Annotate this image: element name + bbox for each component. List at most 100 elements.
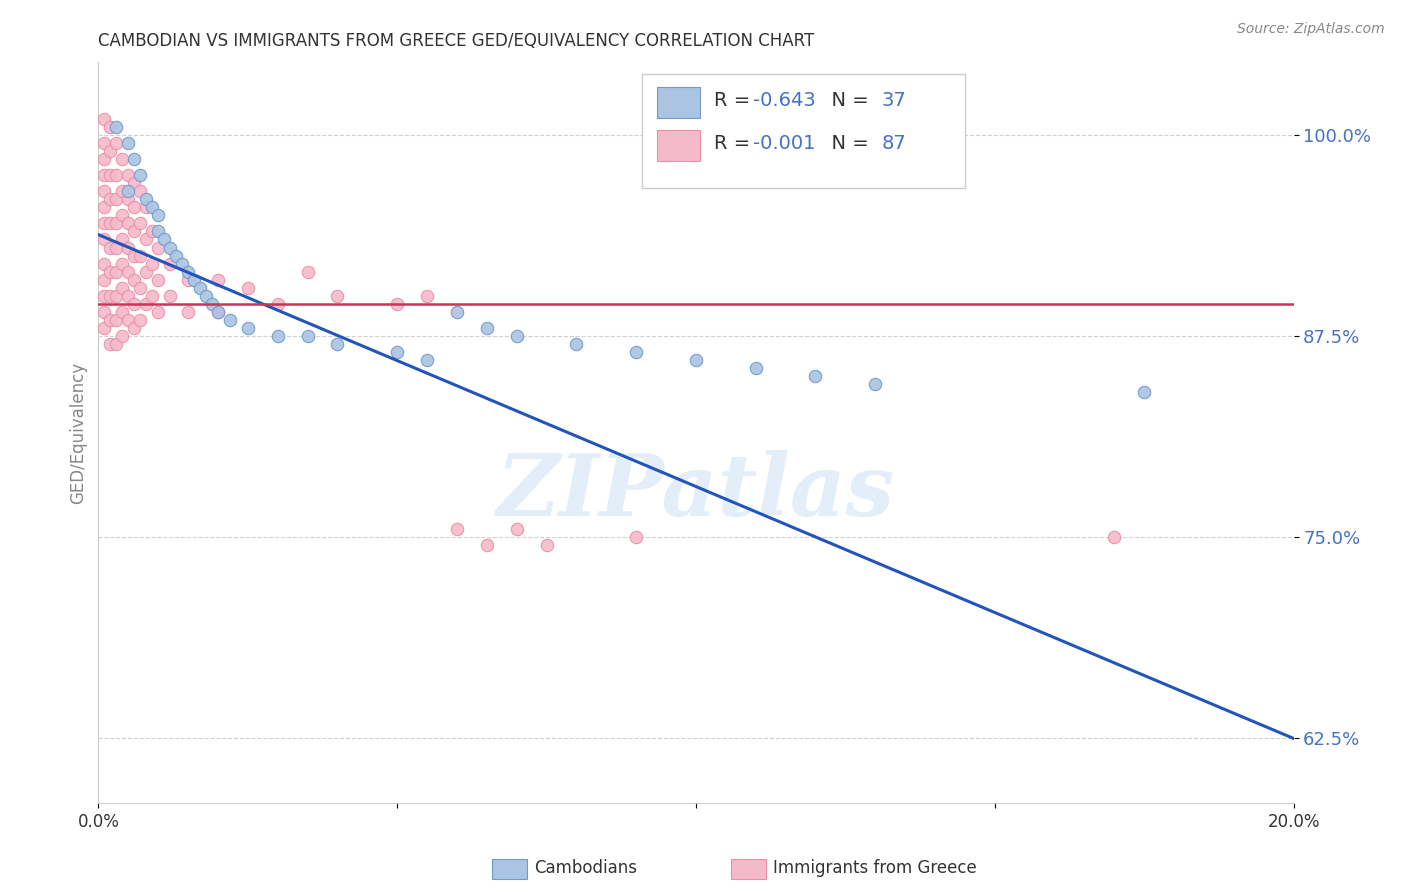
Point bbox=[148, 224, 170, 238]
Point bbox=[148, 305, 170, 319]
Point bbox=[93, 216, 115, 230]
Point bbox=[745, 361, 768, 376]
Point bbox=[135, 192, 157, 206]
Point bbox=[183, 273, 205, 287]
Point bbox=[93, 184, 115, 198]
Point bbox=[105, 136, 128, 150]
Text: N =: N = bbox=[820, 92, 875, 111]
Point bbox=[98, 240, 122, 254]
Point bbox=[135, 232, 157, 246]
Point bbox=[98, 192, 122, 206]
Point bbox=[135, 297, 157, 311]
Point bbox=[141, 257, 163, 271]
Text: N =: N = bbox=[820, 135, 875, 153]
Point bbox=[93, 305, 115, 319]
Point bbox=[117, 168, 139, 182]
Point bbox=[105, 168, 128, 182]
Point bbox=[148, 240, 170, 254]
Point bbox=[177, 305, 200, 319]
Point bbox=[506, 522, 529, 536]
Point bbox=[188, 281, 211, 295]
Point bbox=[416, 289, 439, 303]
Point bbox=[129, 313, 152, 327]
Point bbox=[148, 208, 170, 222]
Point bbox=[385, 297, 409, 311]
Point bbox=[267, 329, 290, 343]
Point bbox=[506, 329, 529, 343]
Point bbox=[129, 281, 152, 295]
Point bbox=[117, 289, 139, 303]
Text: R =: R = bbox=[714, 135, 756, 153]
Point bbox=[129, 249, 152, 263]
Point bbox=[177, 265, 200, 279]
Point bbox=[111, 184, 134, 198]
Point bbox=[165, 249, 187, 263]
Point bbox=[141, 289, 163, 303]
Point bbox=[111, 152, 134, 166]
Point bbox=[141, 224, 163, 238]
Text: -0.001: -0.001 bbox=[754, 135, 815, 153]
Point bbox=[124, 152, 146, 166]
Point bbox=[124, 200, 146, 214]
Point bbox=[117, 265, 139, 279]
Point bbox=[148, 273, 170, 287]
Point bbox=[117, 136, 139, 150]
Point bbox=[105, 337, 128, 351]
Point bbox=[135, 265, 157, 279]
Point bbox=[93, 136, 115, 150]
Point bbox=[105, 216, 128, 230]
Point bbox=[117, 184, 139, 198]
Point bbox=[105, 265, 128, 279]
Point bbox=[93, 112, 115, 126]
Point bbox=[865, 377, 887, 392]
Point bbox=[105, 313, 128, 327]
Point bbox=[1043, 849, 1066, 863]
Point bbox=[326, 289, 349, 303]
Text: R =: R = bbox=[714, 92, 756, 111]
Text: Source: ZipAtlas.com: Source: ZipAtlas.com bbox=[1237, 22, 1385, 37]
Point bbox=[219, 313, 242, 327]
Point bbox=[626, 345, 648, 359]
Y-axis label: GED/Equivalency: GED/Equivalency bbox=[69, 361, 87, 504]
Point bbox=[124, 224, 146, 238]
Text: 37: 37 bbox=[882, 92, 905, 111]
Point bbox=[207, 273, 229, 287]
Point bbox=[267, 297, 290, 311]
Point bbox=[1104, 530, 1126, 544]
Point bbox=[236, 281, 259, 295]
Point bbox=[141, 200, 163, 214]
Point bbox=[159, 289, 181, 303]
Point bbox=[93, 273, 115, 287]
Point bbox=[98, 216, 122, 230]
Point bbox=[172, 257, 194, 271]
Point bbox=[98, 289, 122, 303]
Point bbox=[98, 144, 122, 158]
Point bbox=[93, 200, 115, 214]
Point bbox=[105, 120, 128, 134]
Point bbox=[98, 120, 122, 134]
Point bbox=[93, 257, 115, 271]
Point bbox=[385, 345, 409, 359]
Point bbox=[105, 192, 128, 206]
Point bbox=[129, 168, 152, 182]
Point bbox=[446, 522, 468, 536]
Text: Immigrants from Greece: Immigrants from Greece bbox=[773, 859, 977, 877]
Point bbox=[111, 281, 134, 295]
Point bbox=[111, 305, 134, 319]
Point bbox=[153, 232, 176, 246]
Point bbox=[117, 313, 139, 327]
Point bbox=[98, 168, 122, 182]
Point bbox=[105, 240, 128, 254]
Text: 87: 87 bbox=[882, 135, 905, 153]
Point bbox=[93, 152, 115, 166]
Point bbox=[98, 265, 122, 279]
Point bbox=[93, 321, 115, 335]
Point bbox=[124, 249, 146, 263]
FancyBboxPatch shape bbox=[657, 130, 700, 161]
Point bbox=[111, 329, 134, 343]
Point bbox=[135, 200, 157, 214]
Point bbox=[326, 337, 349, 351]
Point bbox=[207, 305, 229, 319]
Point bbox=[626, 530, 648, 544]
Point bbox=[105, 289, 128, 303]
